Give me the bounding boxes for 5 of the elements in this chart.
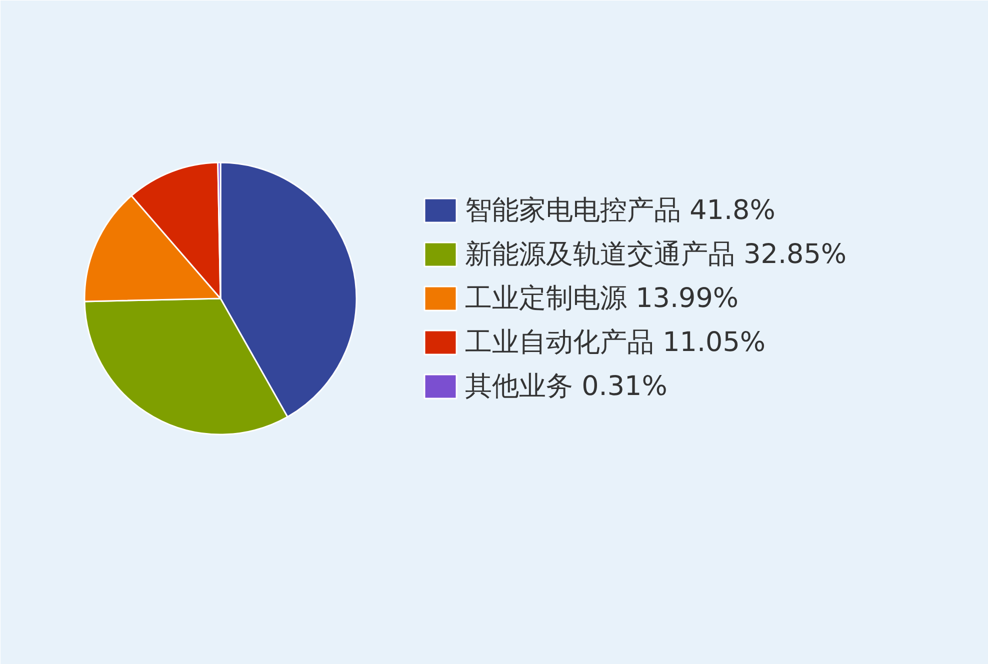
legend-label: 智能家电电控产品 41.8% [465,194,776,228]
legend-label: 其他业务 0.31% [465,370,668,404]
legend-label: 工业定制电源 13.99% [465,282,739,316]
legend-label: 工业自动化产品 11.05% [465,326,766,360]
legend-label: 新能源及轨道交通产品 32.85% [465,238,847,272]
